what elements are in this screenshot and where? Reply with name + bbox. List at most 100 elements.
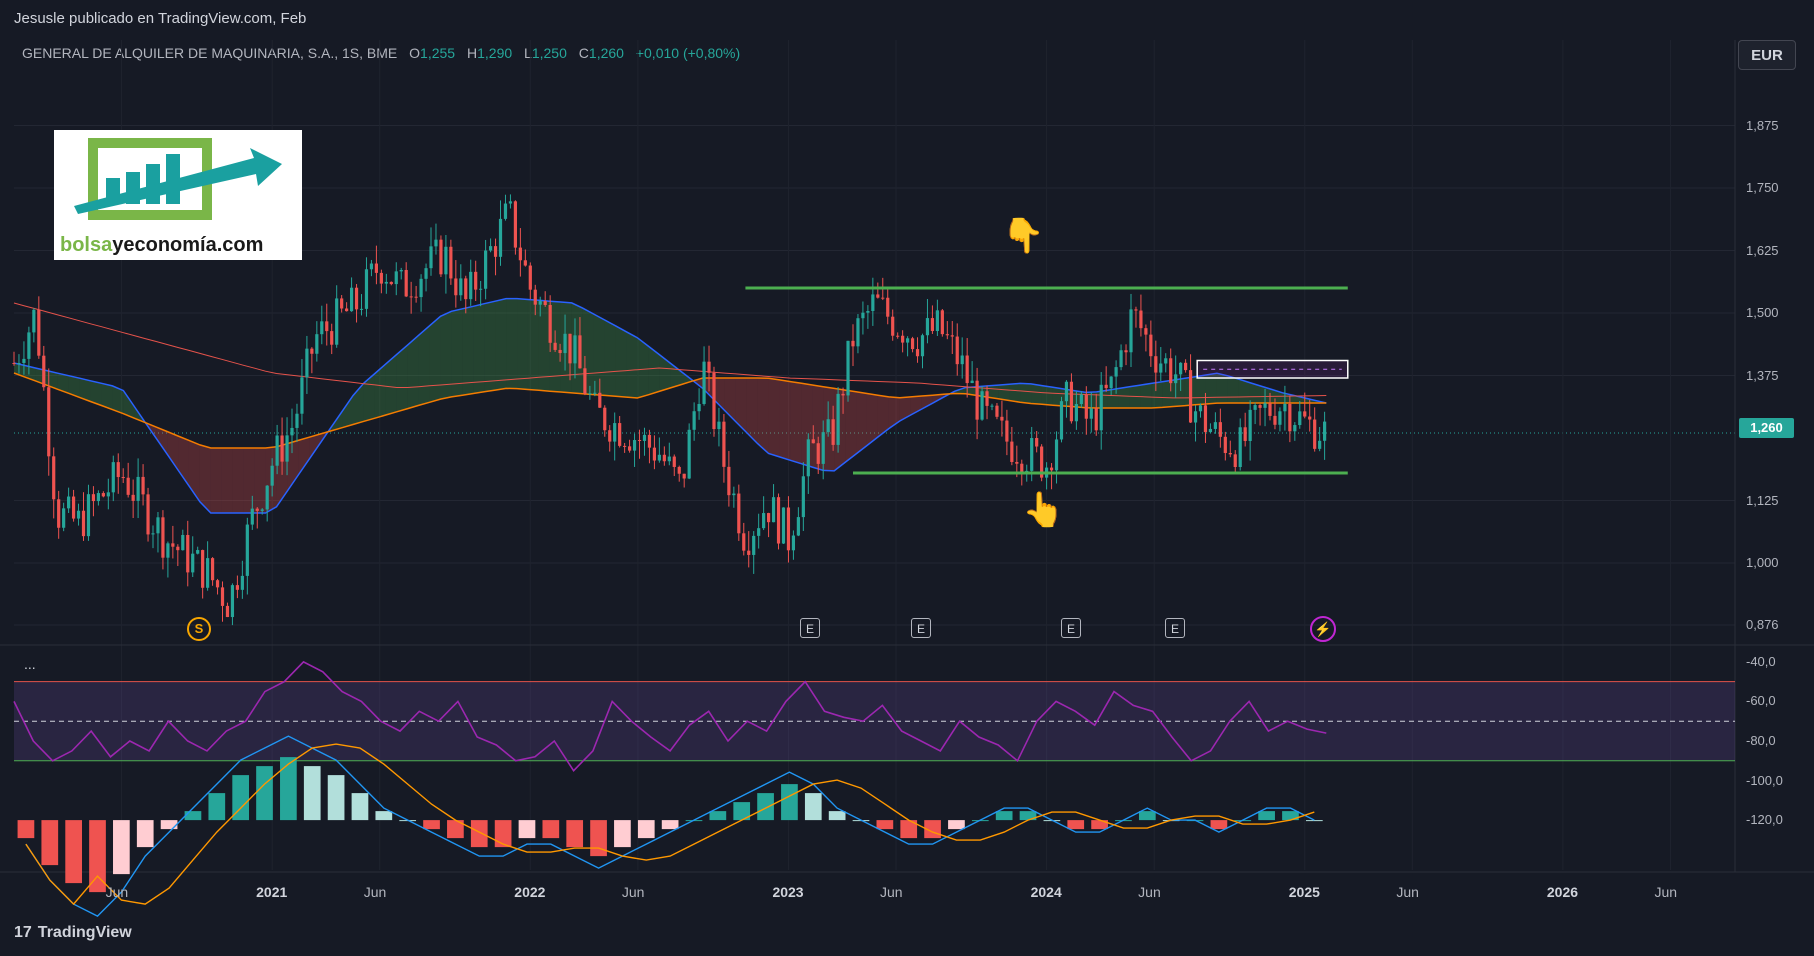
candle-body [1283,403,1287,412]
time-axis-label: 2025 [1288,884,1320,900]
candle-body [1129,309,1133,353]
ma-band-segment [1151,381,1163,408]
time-axis-label: 2024 [1030,884,1062,900]
ma-band-segment [221,448,233,513]
candles [12,194,1327,626]
ma-band-segment [462,306,474,396]
ma-band-segment [1020,383,1032,404]
candle-body [682,473,686,479]
candle-body [543,301,547,305]
candle-body [17,362,21,364]
macd-histogram-bar [733,802,751,821]
macd-histogram-bar [256,766,273,821]
candle-body [846,340,850,396]
ma-band-segment [363,373,375,422]
candle-body [1308,416,1312,420]
candle-body [151,533,155,535]
candle-body [32,309,36,333]
candle-body [290,427,294,436]
ma-band-segment [112,385,124,414]
candle-body [528,265,532,290]
tradingview-icon: 17 [14,924,32,941]
macd-histogram-bar [1210,820,1228,830]
candle-body [687,429,691,479]
candle-body [121,477,125,479]
macd-histogram-bar [661,820,679,830]
candle-body [434,239,438,247]
indicator-menu[interactable]: ... [24,656,36,672]
candle-body [851,340,855,347]
ma-band-segment [46,370,58,390]
currency-button[interactable]: EUR [1738,40,1796,70]
candle-body [613,423,617,442]
candle-body [1179,362,1183,375]
earnings-badge[interactable]: E [1061,618,1081,638]
ma-band-segment [965,386,977,396]
tradingview-footer[interactable]: 17 TradingView [14,924,132,942]
candle-body [722,421,726,467]
macd-pane [17,735,1323,917]
symbol-legend[interactable]: GENERAL DE ALQUILER DE MAQUINARIA, S.A.,… [22,45,740,61]
candle-body [156,517,160,534]
candle-body [811,439,815,444]
candle-body [210,558,215,581]
earnings-badge[interactable]: E [911,618,931,638]
candle-body [766,513,771,523]
candle-body [1005,420,1009,442]
price-axis-label: 1,125 [1746,492,1779,508]
candle-body [771,497,776,523]
candle-body [374,263,379,273]
candle-body [91,494,96,502]
candle-body [538,301,542,305]
indicator-axis-label: -100,0 [1746,772,1783,788]
candle-body [876,294,880,298]
macd-histogram-bar [1258,811,1275,821]
ma-band-segment [593,313,605,396]
ma-band-segment [637,337,649,398]
candle-body [518,247,522,261]
candle-body [717,421,721,430]
earnings-badge[interactable]: E [800,618,820,638]
ma-band-segment [713,378,725,411]
split-event-badge[interactable]: S [187,617,211,641]
lightning-icon[interactable]: ⚡ [1310,616,1336,642]
candle-body [349,287,354,312]
indicator-axis-label: -40,0 [1746,653,1776,669]
candle-body [12,363,16,364]
candle-body [1089,408,1093,419]
candle-body [896,335,900,337]
candle-body [652,447,657,461]
candle-body [300,377,304,414]
ma-band-segment [812,385,824,471]
low-label: L [524,45,532,61]
candle-body [697,403,701,412]
candle-body [667,456,671,462]
candle-body [47,387,51,457]
ma-band-segment [757,378,769,454]
ma-band-segment [385,354,397,415]
candle-body [647,434,652,448]
candle-body [662,454,666,462]
ma-band-segment [724,378,736,422]
candle-body [702,361,706,404]
candle-body [821,432,825,464]
logo-text-dark: yeconomía.com [112,234,264,256]
open-value: 1,255 [420,45,456,61]
candle-body [1035,438,1039,447]
macd-histogram-bar [876,820,894,830]
time-axis-label: 2022 [514,884,546,900]
candle-body [1243,427,1247,442]
candle-body [454,278,458,296]
earnings-badge[interactable]: E [1165,618,1185,638]
ma-band-segment [79,378,91,402]
candle-body [796,517,800,536]
ma-band-segment [845,390,857,463]
low-value: 1,250 [531,45,567,61]
ma-band-segment [418,325,430,406]
candle-body [642,434,647,441]
macd-histogram-bar [709,811,727,821]
ma-band-segment [123,390,135,419]
candle-body [335,298,339,345]
candle-body [315,334,319,354]
